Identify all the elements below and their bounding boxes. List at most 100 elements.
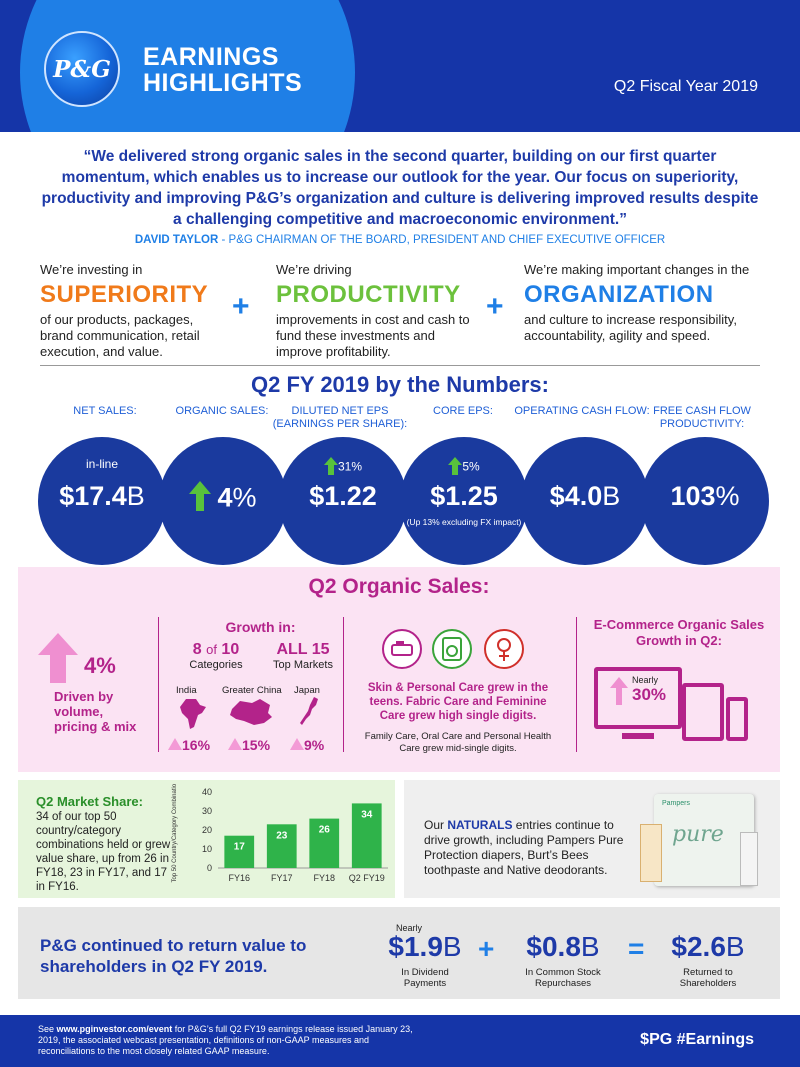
kpi-value: $17.4B [59, 481, 145, 511]
kpi-label-diluted-eps: DILUTED NET EPS (EARNINGS PER SHARE): [272, 405, 408, 430]
page-title: EARNINGS HIGHLIGHTS [143, 43, 303, 97]
y-axis-label: Top 50 Country/Category Combinations [172, 784, 178, 883]
monitor-stand [622, 733, 654, 739]
up-arrow-icon [38, 633, 78, 688]
kpi-circle-fcf-productivity: 103% [641, 437, 769, 565]
region-india-label: India [176, 685, 197, 696]
investor-link[interactable]: www.pginvestor.com/event [56, 1024, 173, 1034]
categories-stat: 8 of 10 Categories [189, 641, 243, 671]
phone-icon [726, 697, 748, 741]
market-share-panel: Q2 Market Share: 34 of our top 50 countr… [18, 780, 395, 898]
pillar-word: SUPERIORITY [40, 281, 209, 308]
kpi-label-core-eps: CORE EPS: [433, 405, 493, 417]
hashtag: $PG #Earnings [640, 1031, 754, 1048]
region-china-growth: 15% [228, 737, 270, 755]
up-arrow-icon [610, 677, 628, 710]
kpi-value: 4% [159, 481, 287, 518]
plus-icon: + [486, 290, 504, 323]
kpi-label-net-sales: NET SALES: [73, 405, 137, 417]
region-japan-growth: 9% [290, 737, 324, 755]
bar-data-label: 23 [276, 830, 288, 841]
up-arrow-icon [448, 457, 463, 478]
pillar-word: PRODUCTIVITY [276, 281, 461, 308]
chart-bar [266, 824, 297, 868]
kpi-label-fcf-productivity: FREE CASH FLOW PRODUCTIVITY: [653, 405, 751, 430]
ecommerce-title: E-Commerce Organic Sales Growth in Q2: [593, 617, 765, 648]
x-tick-label: Q2 FY19 [349, 873, 385, 883]
y-tick-label: 20 [202, 825, 212, 835]
header-banner: P&G EARNINGS HIGHLIGHTS Q2 Fiscal Year 2… [0, 0, 800, 132]
repurchase-label: In Common Stock Repurchases [525, 967, 601, 989]
up-arrow-icon [189, 481, 212, 518]
naturals-text: Our NATURALS entries continue to drive g… [424, 818, 624, 877]
up-arrow-icon [290, 738, 304, 750]
ecommerce-prefix: Nearly [632, 675, 659, 685]
chart-bar [351, 803, 382, 868]
section-divider [40, 365, 760, 366]
plus-icon: + [232, 290, 250, 323]
china-map-icon [228, 697, 274, 732]
organic-driven-by: Driven by volume, pricing & mix [54, 689, 137, 734]
kpi-circle-operating-cash-flow: $4.0B [521, 437, 649, 565]
pillar-organization: We’re making important changes in the OR… [524, 262, 774, 344]
column-divider [158, 617, 159, 752]
y-tick-label: 10 [202, 844, 212, 854]
up-arrow-icon [168, 738, 182, 750]
kpi-top-text: in-line [85, 457, 118, 471]
chart-bar [224, 835, 255, 868]
kpi-circle-core-eps: 5% $1.25 (Up 13% excluding FX impact) [400, 437, 528, 565]
india-map-icon [178, 697, 208, 736]
x-tick-label: FY17 [271, 873, 293, 883]
equals-icon: = [628, 933, 645, 964]
deodorant-image [740, 832, 758, 886]
naturals-panel: Our NATURALS entries continue to drive g… [404, 780, 780, 898]
y-tick-label: 0 [207, 863, 212, 873]
quote-author-name: DAVID TAYLOR [134, 234, 219, 246]
kpi-top-text: 31% [279, 457, 407, 478]
total-return-label: Returned to Shareholders [679, 967, 737, 989]
toothpaste-image [640, 824, 662, 882]
bar-data-label: 26 [319, 825, 331, 836]
repurchase-value: $0.8B [526, 931, 600, 962]
market-share-title: Q2 Market Share: [36, 794, 143, 809]
pillar-productivity: We’re driving PRODUCTIVITY improvements … [276, 262, 476, 360]
total-return-value: $2.6B [671, 931, 745, 962]
bar-data-label: 34 [361, 809, 373, 820]
washing-machine-icon [432, 629, 472, 669]
shareholder-return-panel: P&G continued to return value to shareho… [18, 907, 780, 999]
organic-sales-title: Q2 Organic Sales: [308, 575, 490, 598]
pampers-pure-package-image: Pampers pure [654, 794, 754, 886]
column-divider [343, 617, 344, 752]
dividend-prefix: Nearly [396, 923, 423, 933]
y-tick-label: 30 [202, 806, 212, 816]
chart-bar [309, 818, 340, 868]
feminine-care-icon [484, 629, 524, 669]
pillar-word: ORGANIZATION [524, 281, 714, 308]
column-divider [576, 617, 577, 752]
skin-care-icon [382, 629, 422, 669]
segment-minor-text: Family Care, Oral Care and Personal Heal… [364, 731, 552, 754]
kpi-top-text: 5% [400, 457, 528, 478]
quote-author-title: - P&G CHAIRMAN OF THE BOARD, PRESIDENT A… [218, 234, 666, 246]
return-title: P&G continued to return value to shareho… [40, 936, 307, 976]
region-japan-label: Japan [294, 685, 320, 696]
pg-logo: P&G [44, 31, 120, 107]
y-tick-label: 40 [202, 787, 212, 797]
bar-data-label: 17 [234, 842, 246, 853]
up-arrow-icon [323, 457, 338, 478]
page-subtitle: Q2 Fiscal Year 2019 [613, 78, 758, 95]
up-arrow-icon [228, 738, 242, 750]
kpi-circle-organic-sales: 4% [159, 437, 287, 565]
market-share-desc: 34 of our top 50 country/category combin… [36, 811, 171, 893]
ecommerce-value: 30% [632, 685, 667, 704]
kpi-value: $1.25 [430, 481, 498, 511]
ceo-quote: “We delivered strong organic sales in th… [41, 148, 759, 228]
segment-growth-text: Skin & Personal Care grew in the teens. … [367, 682, 549, 722]
quote-attribution: DAVID TAYLOR - P&G CHAIRMAN OF THE BOARD… [40, 234, 760, 246]
monitor-icon [594, 667, 682, 729]
dividend-label: In Dividend Payments [401, 967, 449, 989]
kpi-value: $4.0B [549, 481, 621, 511]
footer-banner: See www.pginvestor.com/event for P&G’s f… [0, 1015, 800, 1067]
kpi-label-organic-sales: ORGANIC SALES: [175, 405, 269, 417]
region-china-label: Greater China [222, 685, 282, 696]
